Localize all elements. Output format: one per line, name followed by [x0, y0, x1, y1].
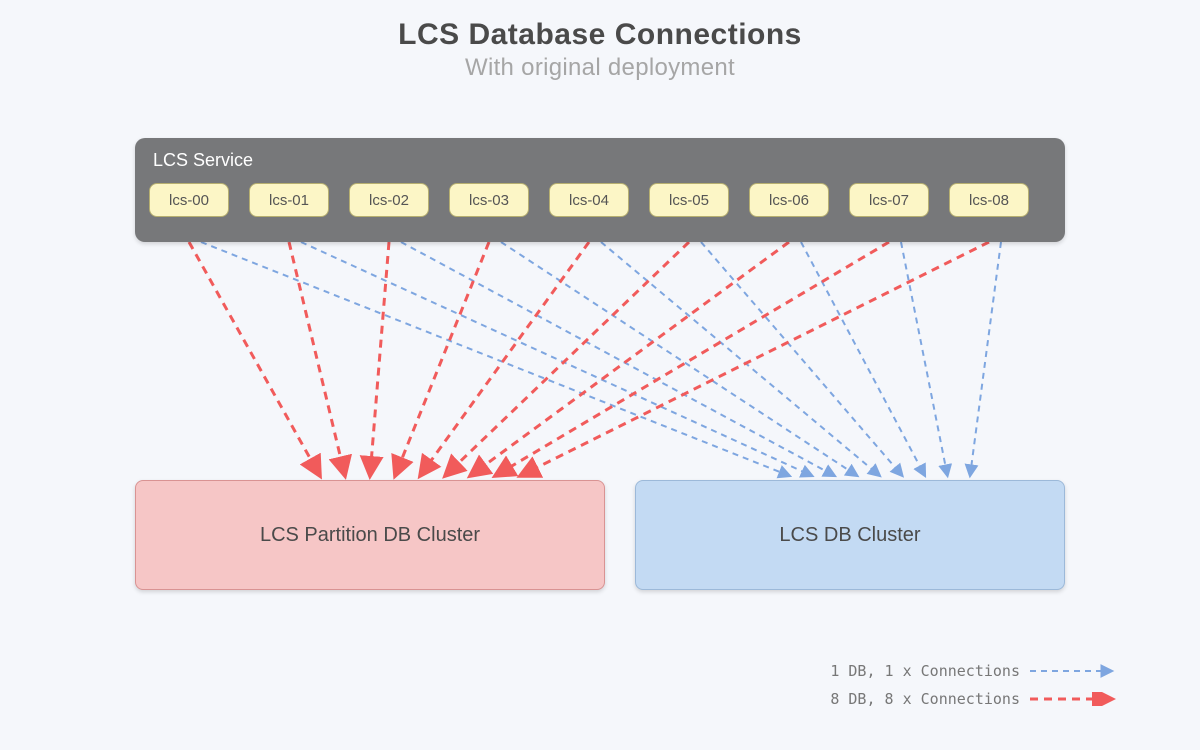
connection-arrow-blue-3 [501, 242, 858, 476]
lcs-partition-db-cluster-label: LCS Partition DB Cluster [260, 524, 480, 547]
legend-row-red: 8 DB, 8 x Connections [830, 688, 1120, 710]
lcs-node: lcs-02 [349, 183, 429, 217]
lcs-node: lcs-08 [949, 183, 1029, 217]
lcs-node-label: lcs-00 [169, 192, 209, 209]
connection-arrows-svg [0, 0, 1200, 750]
connection-arrow-blue-5 [701, 242, 903, 476]
lcs-node-label: lcs-07 [869, 192, 909, 209]
lcs-db-cluster-label: LCS DB Cluster [779, 524, 920, 547]
connection-arrow-blue-0 [201, 242, 790, 476]
connection-arrow-red-6 [470, 242, 789, 476]
connection-arrow-blue-4 [601, 242, 880, 476]
lcs-node-label: lcs-05 [669, 192, 709, 209]
lcs-node: lcs-01 [249, 183, 329, 217]
connection-arrow-red-8 [520, 242, 989, 476]
connection-arrow-red-0 [189, 242, 320, 476]
connection-arrow-blue-7 [901, 242, 948, 476]
lcs-node-label: lcs-03 [469, 192, 509, 209]
connection-arrow-red-5 [445, 242, 689, 476]
lcs-node: lcs-04 [549, 183, 629, 217]
connection-arrow-blue-8 [970, 242, 1001, 476]
legend-red-line [1030, 692, 1120, 706]
connection-arrow-blue-6 [801, 242, 925, 476]
lcs-service-title: LCS Service [153, 150, 1051, 171]
diagram-title: LCS Database Connections [0, 0, 1200, 52]
lcs-node: lcs-03 [449, 183, 529, 217]
lcs-node: lcs-05 [649, 183, 729, 217]
lcs-nodes-row: lcs-00 lcs-01 lcs-02 lcs-03 lcs-04 lcs-05 lcs-… [149, 183, 1051, 217]
legend: 1 DB, 1 x Connections 8 DB, 8 x Connecti… [830, 654, 1120, 710]
lcs-node: lcs-00 [149, 183, 229, 217]
legend-blue-label: 1 DB, 1 x Connections [830, 662, 1020, 680]
lcs-node: lcs-07 [849, 183, 929, 217]
legend-blue-line [1030, 664, 1120, 678]
connection-arrow-blue-2 [401, 242, 835, 476]
lcs-node: lcs-06 [749, 183, 829, 217]
lcs-partition-db-cluster: LCS Partition DB Cluster [135, 480, 605, 590]
lcs-service-container: LCS Service lcs-00lcs-01lcs-02lcs-03lcs-… [135, 138, 1065, 242]
connection-arrow-red-3 [395, 242, 489, 476]
connection-arrow-red-2 [370, 242, 389, 476]
connection-arrow-red-7 [495, 242, 889, 476]
lcs-db-cluster: LCS DB Cluster [635, 480, 1065, 590]
lcs-node-label: lcs-08 [969, 192, 1009, 209]
lcs-node-label: lcs-02 [369, 192, 409, 209]
legend-row-blue: 1 DB, 1 x Connections [830, 660, 1120, 682]
diagram-stage: LCS Service lcs-00lcs-01lcs-02lcs-03lcs-… [0, 0, 1200, 750]
lcs-node-label: lcs-01 [269, 192, 309, 209]
lcs-node-label: lcs-04 [569, 192, 609, 209]
diagram-subtitle: With original deployment [0, 54, 1200, 82]
connection-arrow-red-4 [420, 242, 589, 476]
legend-red-label: 8 DB, 8 x Connections [830, 690, 1020, 708]
connection-arrow-blue-1 [301, 242, 813, 476]
lcs-node-label: lcs-06 [769, 192, 809, 209]
connection-arrow-red-1 [289, 242, 345, 476]
